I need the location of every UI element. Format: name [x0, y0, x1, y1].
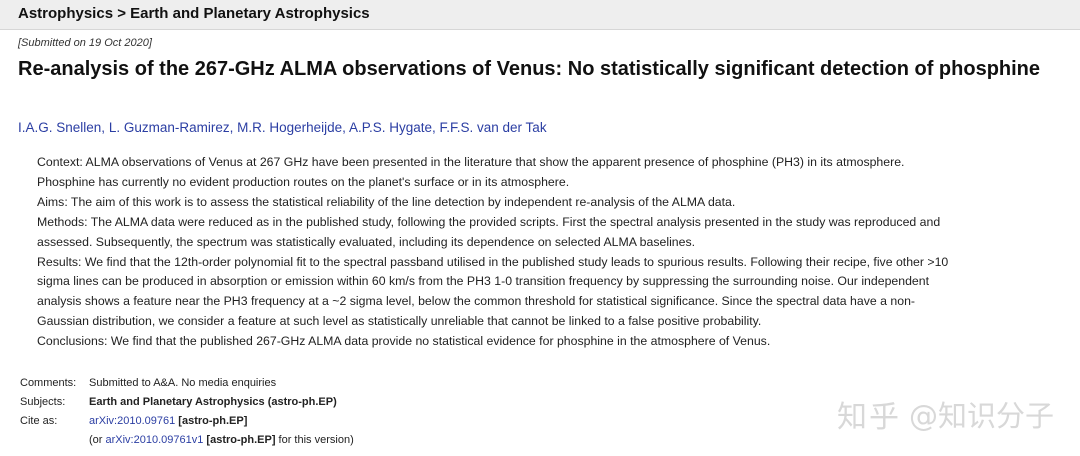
author-separator: , [432, 120, 440, 135]
abstract: Context: ALMA observations of Venus at 2… [37, 153, 1045, 352]
abstract-context-line-1: Context: ALMA observations of Venus at 2… [37, 155, 905, 169]
abstract-results-line-4: Gaussian distribution, we consider a fea… [37, 314, 762, 329]
version-row: (or arXiv:2010.09761v1 [astro-ph.EP] for… [20, 431, 354, 450]
comments-label: Comments: [20, 377, 77, 389]
author-link[interactable]: L. Guzman-Ramirez [108, 120, 230, 135]
author-list: I.A.G. Snellen, L. Guzman-Ramirez, M.R. … [18, 120, 547, 135]
abstract-results-line-3: analysis shows a feature near the PH3 fr… [37, 294, 915, 309]
author-link[interactable]: A.P.S. Hygate [348, 120, 432, 135]
arxiv-category-tag: [astro-ph.EP] [178, 415, 248, 427]
author-link[interactable]: F.F.S. van der Tak [439, 120, 547, 135]
watermark-handle: @知识分子 [908, 399, 1054, 433]
author-link[interactable]: I.A.G. Snellen [18, 120, 102, 135]
comments-value: Submitted to A&A. No media enquiries [89, 377, 277, 389]
abstract-results-line-2: sigma lines can be produced in absorptio… [37, 274, 930, 289]
breadcrumb[interactable]: Astrophysics > Earth and Planetary Astro… [18, 5, 370, 22]
submission-date: [Submitted on 19 Oct 2020] [18, 37, 152, 49]
header-bar: Astrophysics > Earth and Planetary Astro… [0, 0, 1080, 30]
subjects-label: Subjects: [20, 396, 66, 408]
cite-row: Cite as: arXiv:2010.09761 [astro-ph.EP] [20, 412, 354, 431]
abstract-conclusions: Conclusions: We find that the published … [37, 334, 771, 349]
abstract-methods-line-2: assessed. Subsequently, the spectrum was… [37, 234, 696, 249]
zhihu-watermark: 知乎 @知识分子 [837, 392, 1054, 436]
author-separator: , [229, 120, 238, 135]
arxiv-version-link[interactable]: arXiv:2010.09761v1 [105, 434, 204, 446]
abstract-context-line-2: Phosphine has currently no evident produ… [37, 174, 570, 189]
version-open-text: (or [89, 434, 106, 446]
version-category-tag: [astro-ph.EP] [206, 434, 276, 446]
author-separator: , [342, 120, 349, 135]
version-label-spacer [20, 431, 89, 450]
subjects-value: Earth and Planetary Astrophysics (astro-… [89, 396, 337, 408]
abstract-aims: Aims: The aim of this work is to assess … [37, 194, 736, 209]
author-separator: , [101, 120, 109, 135]
abstract-results-line-1: Results: We find that the 12th-order pol… [37, 254, 949, 269]
version-close-text: for this version) [275, 434, 354, 446]
metadata-table: Comments: Submitted to A&A. No media enq… [20, 374, 354, 450]
cite-label: Cite as: [20, 415, 58, 427]
cite-value: arXiv:2010.09761 [astro-ph.EP] [89, 412, 354, 431]
comments-row: Comments: Submitted to A&A. No media enq… [20, 374, 354, 393]
subjects-row: Subjects: Earth and Planetary Astrophysi… [20, 393, 354, 412]
version-value: (or arXiv:2010.09761v1 [astro-ph.EP] for… [89, 431, 354, 450]
paper-title: Re-analysis of the 267-GHz ALMA observat… [18, 58, 1041, 80]
watermark-logo: 知乎 [836, 400, 901, 435]
author-link[interactable]: M.R. Hogerheijde [237, 120, 343, 135]
abstract-methods-line-1: Methods: The ALMA data were reduced as i… [37, 214, 941, 229]
arxiv-id-link[interactable]: arXiv:2010.09761 [89, 415, 176, 427]
